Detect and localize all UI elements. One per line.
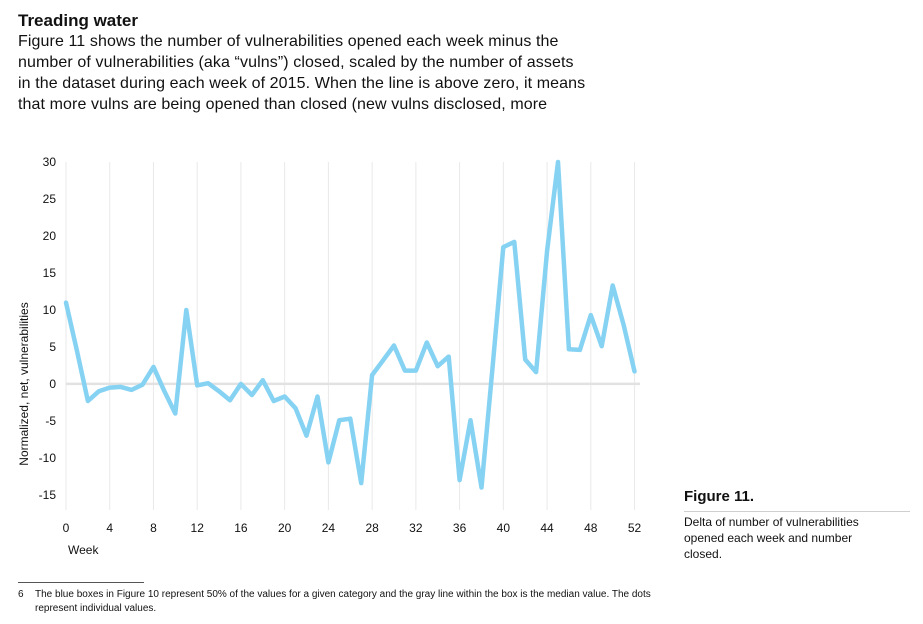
figure-divider	[684, 511, 910, 512]
y-tick-label: -15	[39, 488, 57, 502]
section-heading: Treading water	[18, 11, 138, 30]
x-tick-label: 8	[150, 521, 157, 535]
x-tick-label: 16	[234, 521, 248, 535]
y-tick-label: 30	[43, 155, 57, 169]
x-tick-label: 40	[497, 521, 511, 535]
y-axis-label: Normalized, net, vulnerabilities	[17, 302, 31, 465]
figure-caption: Delta of number of vulnerabilities opene…	[684, 515, 859, 561]
intro-line: that more vulns are being opened than cl…	[18, 96, 548, 113]
y-axis-ticks: 30 25 20 15 10 5 0 -5 -10 -15	[39, 155, 57, 502]
x-axis-ticks: 0 4 8 12 16 20 24 28 32 36 40 44 48 52	[63, 521, 642, 535]
y-tick-label: -5	[45, 414, 56, 428]
x-tick-label: 44	[540, 521, 554, 535]
footnote-text: The blue boxes in Figure 10 represent 50…	[35, 589, 651, 614]
x-tick-label: 20	[278, 521, 292, 535]
footnote: 6 The blue boxes in Figure 10 represent …	[18, 588, 658, 616]
y-tick-label: 20	[43, 229, 57, 243]
x-tick-label: 36	[453, 521, 467, 535]
footnote-number: 6	[18, 589, 24, 600]
series-line	[63, 159, 637, 490]
figure-title: Figure 11.	[684, 488, 755, 505]
intro-paragraph: Figure 11 shows the number of vulnerabil…	[18, 31, 658, 115]
x-tick-label: 28	[365, 521, 379, 535]
x-tick-label: 0	[63, 521, 70, 535]
intro-line: number of vulnerabilities (aka “vulns”) …	[18, 54, 574, 71]
x-tick-label: 48	[584, 521, 598, 535]
intro-line: Figure 11 shows the number of vulnerabil…	[18, 33, 559, 50]
series-layer	[63, 159, 637, 490]
gridlines	[65, 162, 636, 510]
y-tick-label: 10	[43, 303, 57, 317]
y-tick-label: 0	[49, 377, 56, 391]
x-tick-label: 52	[628, 521, 642, 535]
footnote-divider	[18, 582, 144, 583]
x-tick-label: 12	[191, 521, 205, 535]
y-tick-label: 15	[43, 266, 57, 280]
x-axis-label: Week	[68, 543, 99, 557]
x-tick-label: 4	[106, 521, 113, 535]
x-tick-label: 32	[409, 521, 423, 535]
x-tick-label: 24	[322, 521, 336, 535]
y-tick-label: 25	[43, 192, 57, 206]
y-tick-label: 5	[49, 340, 56, 354]
intro-line: in the dataset during each week of 2015.…	[18, 75, 586, 92]
y-tick-label: -10	[39, 451, 57, 465]
